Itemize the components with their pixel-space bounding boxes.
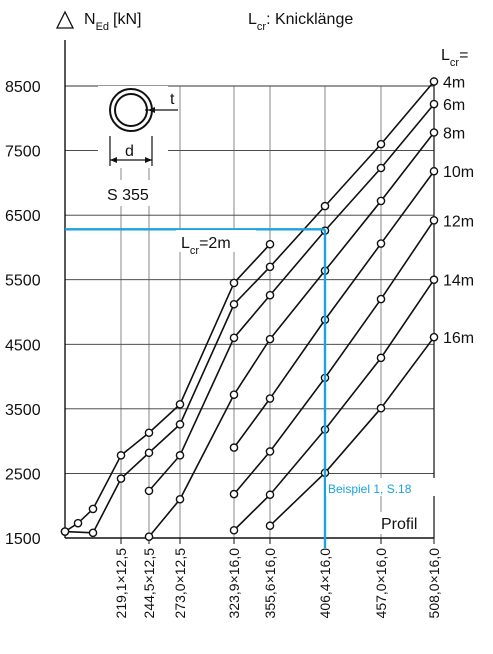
series-label-bg xyxy=(441,208,487,231)
x-tick-label: 508,0×16,0 xyxy=(426,548,442,619)
series-label-bg xyxy=(441,120,487,143)
y-tick-label: 4500 xyxy=(5,337,41,354)
curve-point-8m xyxy=(229,390,239,399)
curve-point-6m xyxy=(144,486,154,496)
curve-point-4m xyxy=(88,528,98,538)
series-label-bg xyxy=(441,267,487,290)
curve-point-8m xyxy=(144,532,154,542)
curve-10m xyxy=(233,170,435,449)
curve-point-8m xyxy=(265,334,275,344)
curve-point-16m xyxy=(429,332,439,342)
curve-point-2m xyxy=(175,400,185,409)
curve-point-4m xyxy=(229,299,239,309)
x-tick-label: 355,6×16,0 xyxy=(262,548,278,619)
y-tick-label: 6500 xyxy=(5,208,41,225)
curve-6m xyxy=(148,103,435,492)
y-tick-label: 3500 xyxy=(5,402,41,419)
y-axis-title: NEd [kN] xyxy=(84,11,141,33)
series-labels: 4m 6m 8m 10m 12m 14m 16m xyxy=(441,69,487,348)
series-label-10m: 10m xyxy=(443,164,474,181)
x-tick-label: 273,0×12,5 xyxy=(172,548,188,619)
tube-section-sketch: t d xyxy=(98,86,178,168)
curve-point-6m xyxy=(429,99,439,109)
curve-point-2m xyxy=(88,504,98,514)
y-tick-label: 2500 xyxy=(5,466,41,483)
series-label-6m: 6m xyxy=(443,97,465,114)
series-label-4m: 4m xyxy=(443,74,465,91)
curve-point-4m xyxy=(175,420,185,429)
x-tick-label: 406,4×16,0 xyxy=(317,548,333,619)
curve-point-4m xyxy=(320,201,330,211)
series-label-12m: 12m xyxy=(443,213,474,230)
series-label-bg xyxy=(441,69,487,92)
example-markers: Beispiel 1, S.18 xyxy=(65,228,438,548)
curve-point-2m xyxy=(73,518,83,528)
example-label: Beispiel 1, S.18 xyxy=(328,482,412,496)
lcr-header: Lcr= xyxy=(441,47,468,69)
y-tick-labels: 1500 2500 3500 4500 5500 6500 7500 8500 xyxy=(5,79,41,548)
curve-point-4m xyxy=(116,474,126,483)
curve-point-6m xyxy=(376,163,386,173)
curve-12m xyxy=(233,219,435,495)
d-label: d xyxy=(125,143,134,160)
curve-point-10m xyxy=(429,166,439,176)
curve-point-14m xyxy=(376,353,386,363)
curve-point-12m xyxy=(429,216,439,225)
y-tick-label: 1500 xyxy=(5,531,41,548)
curve-point-4m xyxy=(429,77,439,86)
series-label-bg xyxy=(441,159,487,182)
curve-point-4m xyxy=(144,448,154,458)
curve-point-6m xyxy=(229,333,239,343)
curve-point-10m xyxy=(229,443,239,452)
steel-grade: S 355 xyxy=(107,187,149,204)
y-tick-label: 5500 xyxy=(5,273,41,290)
curve-point-14m xyxy=(429,275,439,285)
example-label-bg xyxy=(326,478,438,496)
curve-point-4m xyxy=(376,139,386,149)
curve-point-14m xyxy=(265,490,275,500)
curve-label-2m: Lcr=2m xyxy=(181,235,231,257)
y-tick-label: 8500 xyxy=(5,79,41,96)
series-label-bg xyxy=(441,92,487,115)
curve-point-12m xyxy=(265,447,275,456)
curve-point-8m xyxy=(429,128,439,137)
series-label-16m: 16m xyxy=(443,330,474,347)
x-tick-labels: 219,1×12,5 244,5×12,5 273,0×12,5 323,9×16,0… xyxy=(113,548,442,619)
series-label-14m: 14m xyxy=(443,273,474,290)
curve-point-16m xyxy=(265,521,275,531)
curve-point-6m xyxy=(175,451,185,460)
x-tick-label: 244,5×12,5 xyxy=(141,548,157,619)
x-tick-label: 323,9×16,0 xyxy=(226,548,242,619)
curve-point-12m xyxy=(376,294,386,304)
x-tick-label: 219,1×12,5 xyxy=(113,548,129,619)
y-axis-arrow xyxy=(55,10,75,29)
curve-point-2m xyxy=(265,239,275,249)
curve-point-16m xyxy=(376,403,386,413)
curve-point-4m xyxy=(60,527,70,536)
curve-point-8m xyxy=(376,196,386,206)
curve-point-10m xyxy=(376,239,386,248)
curve-point-6m xyxy=(265,290,275,300)
series-label-bg xyxy=(441,325,487,348)
curve-point-12m xyxy=(229,489,239,499)
curve-point-10m xyxy=(265,394,275,403)
x-axis-label: Profil xyxy=(381,516,417,533)
t-label: t xyxy=(170,91,175,108)
x-tick-label: 457,0×16,0 xyxy=(373,548,389,619)
series-label-8m: 8m xyxy=(443,125,465,142)
curve-point-2m xyxy=(144,428,154,438)
curve-point-2m xyxy=(229,278,239,288)
curve-16m xyxy=(269,336,435,527)
axes xyxy=(55,10,435,544)
legend-title: Lcr: Knicklänge xyxy=(248,11,353,33)
curve-point-14m xyxy=(229,525,239,535)
curve-8m xyxy=(148,132,435,538)
curve-4m xyxy=(64,80,435,534)
curve-point-2m xyxy=(116,451,126,460)
y-tick-label: 7500 xyxy=(5,144,41,161)
curve-point-8m xyxy=(175,494,185,504)
curve-point-4m xyxy=(265,262,275,272)
